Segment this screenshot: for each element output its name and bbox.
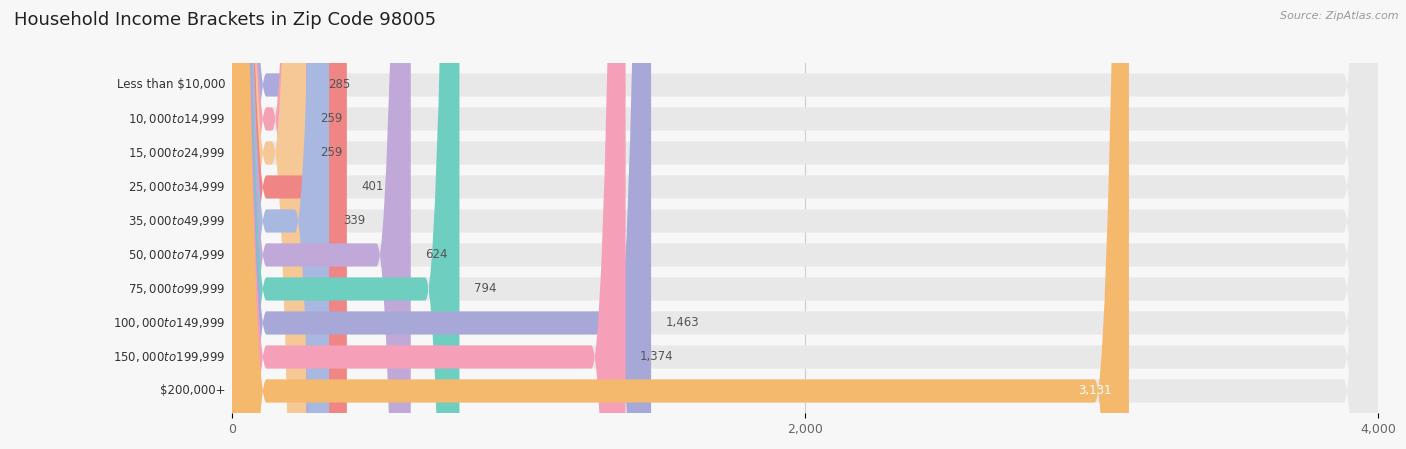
FancyBboxPatch shape [232, 0, 347, 449]
Text: $150,000 to $199,999: $150,000 to $199,999 [112, 350, 225, 364]
Text: 1,374: 1,374 [640, 351, 673, 364]
Text: $10,000 to $14,999: $10,000 to $14,999 [128, 112, 225, 126]
FancyBboxPatch shape [232, 0, 651, 449]
FancyBboxPatch shape [232, 0, 314, 449]
FancyBboxPatch shape [232, 0, 1378, 449]
FancyBboxPatch shape [232, 0, 307, 449]
Text: 285: 285 [328, 79, 350, 92]
FancyBboxPatch shape [232, 0, 307, 449]
FancyBboxPatch shape [232, 0, 1378, 449]
Text: 259: 259 [321, 146, 343, 159]
FancyBboxPatch shape [232, 0, 1378, 449]
FancyBboxPatch shape [232, 0, 626, 449]
Text: Household Income Brackets in Zip Code 98005: Household Income Brackets in Zip Code 98… [14, 11, 436, 29]
FancyBboxPatch shape [232, 0, 329, 449]
FancyBboxPatch shape [232, 0, 1378, 449]
Text: $100,000 to $149,999: $100,000 to $149,999 [112, 316, 225, 330]
Text: Less than $10,000: Less than $10,000 [117, 79, 225, 92]
Text: $50,000 to $74,999: $50,000 to $74,999 [128, 248, 225, 262]
FancyBboxPatch shape [232, 0, 411, 449]
Text: $25,000 to $34,999: $25,000 to $34,999 [128, 180, 225, 194]
FancyBboxPatch shape [232, 0, 460, 449]
Text: $35,000 to $49,999: $35,000 to $49,999 [128, 214, 225, 228]
Text: $200,000+: $200,000+ [159, 384, 225, 397]
FancyBboxPatch shape [232, 0, 1378, 449]
FancyBboxPatch shape [232, 0, 1378, 449]
Text: $15,000 to $24,999: $15,000 to $24,999 [128, 146, 225, 160]
FancyBboxPatch shape [232, 0, 1129, 449]
Text: 339: 339 [343, 215, 366, 228]
FancyBboxPatch shape [232, 0, 1378, 449]
FancyBboxPatch shape [232, 0, 1378, 449]
Text: 624: 624 [425, 248, 447, 261]
Text: 3,131: 3,131 [1078, 384, 1112, 397]
FancyBboxPatch shape [232, 0, 1378, 449]
Text: $75,000 to $99,999: $75,000 to $99,999 [128, 282, 225, 296]
Text: 401: 401 [361, 180, 384, 194]
Text: 259: 259 [321, 112, 343, 125]
FancyBboxPatch shape [232, 0, 1378, 449]
Text: 1,463: 1,463 [665, 317, 699, 330]
Text: 794: 794 [474, 282, 496, 295]
Text: Source: ZipAtlas.com: Source: ZipAtlas.com [1281, 11, 1399, 21]
